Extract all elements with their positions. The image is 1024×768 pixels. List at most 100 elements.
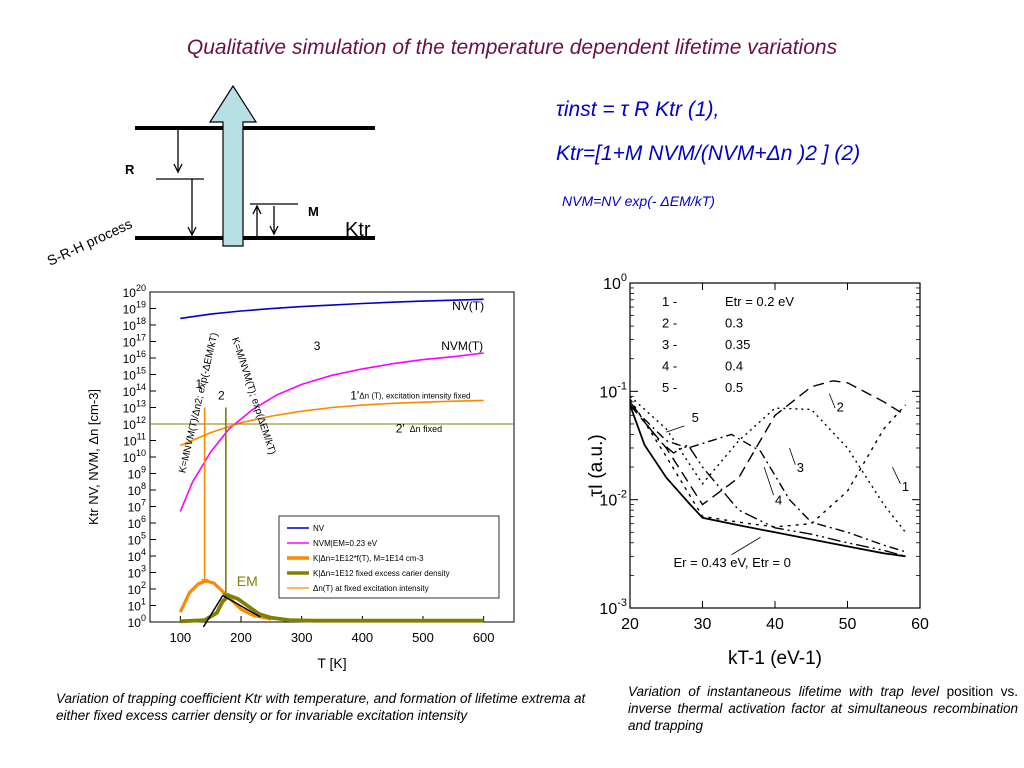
left-y-tick-label: 1019 [123, 300, 146, 317]
right-x-tick-label: 60 [911, 616, 929, 633]
right-leader-line [829, 393, 836, 409]
left-y-tick-label: 107 [128, 498, 146, 515]
left-y-tick-label: 106 [128, 514, 146, 531]
right-legend-num: 2 - [662, 316, 677, 331]
left-y-tick-label: 1014 [123, 382, 146, 399]
equation-k-tr: Ktr=[1+M NVM/(NVM+Δn )2 ] (2) [556, 142, 861, 165]
right-y-tick-label: 100 [603, 272, 627, 293]
label-c3: 3 [797, 460, 804, 475]
left-y-tick-label: 101 [128, 597, 146, 614]
label-nv: NV(T) [452, 299, 484, 313]
right-x-tick-label: 50 [839, 616, 857, 633]
left-series-4 [179, 399, 484, 447]
right-x-axis-label: kT-1 (eV-1) [728, 648, 822, 669]
right-y-axis-label: τI (a.u.) [586, 434, 607, 496]
left-y-tick-label: 109 [128, 465, 146, 482]
left-series-0 [180, 298, 484, 320]
left-caption: Variation of trapping coefficient Ktr wi… [56, 691, 586, 723]
right-caption-part-a: Variation of instantaneous lifetime with… [628, 684, 940, 699]
left-y-tick-label: 104 [128, 547, 146, 564]
ktr-label: Ktr [345, 219, 371, 241]
right-y-tick-label: 10-1 [599, 380, 627, 401]
left-chart: 100 200 300 400 500 6001001011021031041051061… [86, 283, 515, 671]
left-marker-1-head [200, 579, 209, 583]
right-legend-num: 5 - [662, 380, 677, 395]
right-x-tick-label: 30 [694, 616, 712, 633]
left-y-tick-label: 1016 [123, 349, 146, 366]
right-series-1 [629, 398, 907, 528]
right-legend-num: 1 - [662, 294, 677, 309]
left-y-tick-label: 1017 [123, 333, 146, 350]
legend-entry: NVM|EM=0.23 eV [313, 539, 378, 548]
right-chart: 20 30 40 50 60 100 10-1 10-2 10-3 kT-1 (eV-1) τI (… [586, 272, 929, 669]
label-curve-2prime: 2' [396, 422, 405, 436]
left-series-1 [179, 352, 484, 512]
slide-title: Qualitative simulation of the temperatur… [186, 36, 838, 59]
left-y-tick-label: 1012 [123, 415, 146, 432]
label-em: EM [237, 573, 258, 589]
right-leader-line [763, 466, 774, 496]
label-rot-2: K=M/NVM(T); exp(ΔEM/kT) [229, 336, 277, 456]
left-x-tick-label: 300 [291, 630, 313, 645]
r-arrows [156, 130, 204, 237]
label-1prime-note: Δn (T), excitation intensity fixed [359, 392, 470, 401]
left-x-tick-label: 200 [230, 630, 252, 645]
label-2prime-note: Δn fixed [410, 424, 443, 434]
legend-entry: Δn(T) at fixed excitation intensity [313, 584, 429, 593]
left-series-2 [178, 579, 272, 621]
m-arrows [250, 203, 298, 236]
left-x-tick-label: 400 [351, 630, 373, 645]
label-curve-1: 1 [196, 377, 203, 391]
right-y-tick-label: 10-3 [599, 597, 627, 618]
label-curve-1prime: 1' [350, 389, 359, 403]
label-rot-1: K=MNVM(T)/Δn2; exp(-ΔEM/kT) [177, 332, 220, 474]
left-em-arrow-2 [222, 594, 261, 618]
right-legend-num: 3 - [662, 337, 677, 352]
srh-diagram: R M S-R-H process Ktr [45, 84, 375, 269]
right-caption: Variation of instantaneous lifetime with… [628, 683, 1018, 734]
left-y-tick-label: 1013 [123, 399, 146, 416]
left-y-tick-label: 103 [128, 564, 146, 581]
left-y-axis-label: Ktr NV, NVM, Δn [cm-3] [86, 389, 101, 525]
right-legend-value: 0.3 [725, 316, 743, 331]
equation-tau-inst: τinst = τ R Ktr (1), [556, 98, 720, 121]
label-c4: 4 [775, 493, 782, 508]
right-legend-value: 0.5 [725, 380, 743, 395]
right-legend-value: 0.4 [725, 359, 743, 374]
legend-entry: NV [313, 524, 325, 533]
left-y-tick-label: 1020 [123, 283, 146, 300]
label-curve-2: 2 [218, 389, 225, 403]
right-series-5 [629, 401, 906, 557]
right-series-2 [629, 380, 906, 506]
left-y-tick-label: 1015 [123, 366, 146, 383]
right-caption-part-b: position vs. [946, 684, 1018, 699]
label-c2: 2 [837, 400, 844, 415]
right-leader-line [666, 425, 685, 433]
left-legend: NV NVM|EM=0.23 eV K|Δn=1E12*f(T), M=1E14 c… [278, 515, 500, 599]
left-y-tick-label: 1011 [123, 432, 146, 449]
legend-entry: K|Δn=1E12*f(T), M=1E14 cm-3 [313, 554, 424, 563]
right-legend-num: 4 - [662, 359, 677, 374]
right-series-3 [629, 395, 907, 533]
left-y-tick-label: 1010 [123, 448, 146, 465]
process-label: S-R-H process [45, 215, 135, 268]
left-x-tick-label: 100 [169, 630, 191, 645]
label-nvm: NVM(T) [441, 339, 483, 353]
left-x-axis-label: T [K] [317, 655, 346, 671]
right-legend: 1 - Etr = 0.2 eV 2 - 0.3 3 - 0.35 4 - 0.4 5 - 0.5 [662, 294, 794, 395]
right-x-tick-label: 40 [766, 616, 784, 633]
legend-entry: K|Δn=1E12 fixed excess carier density [313, 569, 450, 578]
label-c5: 5 [692, 410, 699, 425]
left-y-tick-label: 100 [128, 613, 146, 630]
right-legend-value: Etr = 0.2 eV [725, 294, 794, 309]
label-curve-3: 3 [314, 339, 321, 353]
label-c1: 1 [902, 479, 909, 494]
right-leader-line [892, 466, 901, 485]
left-em-arrow [202, 595, 224, 628]
right-series-4 [629, 404, 906, 553]
left-y-tick-label: 1018 [123, 316, 146, 333]
m-label: M [308, 204, 319, 219]
excitation-arrow [208, 84, 258, 247]
left-y-tick-label: 108 [128, 481, 146, 498]
r-label: R [125, 162, 135, 177]
